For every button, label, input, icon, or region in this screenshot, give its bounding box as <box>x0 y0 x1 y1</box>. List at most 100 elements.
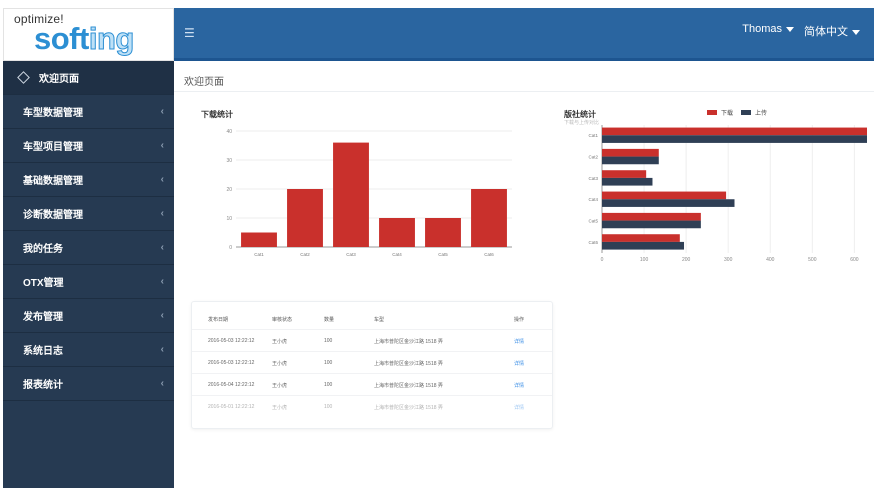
table-cell-qty: 100 <box>324 360 333 366</box>
table-cell-date: 2016-05-03 12:22:12 <box>208 360 255 366</box>
bar <box>602 170 647 178</box>
sidebar-item-label: 我的任务 <box>23 244 63 255</box>
bar <box>602 135 867 143</box>
publisher-chart-title: 版社统计 <box>564 110 596 119</box>
y-tick-label: Cat5 <box>588 219 598 224</box>
sidebar-item-label: 车型项目管理 <box>23 142 83 153</box>
bar <box>241 232 277 247</box>
sidebar-item-diagnostic-data[interactable]: 诊断数据管理 ‹ <box>3 197 174 231</box>
table-cell-address: 上海市普陀区金沙江路 1518 弄 <box>374 339 443 345</box>
table-row: 2016-05-01 12:22:12 王小虎 100 上海市普陀区金沙江路 1… <box>192 396 552 418</box>
user-name: Thomas <box>742 23 782 35</box>
table-header-cell: 车型 <box>374 317 385 323</box>
bar <box>287 189 323 247</box>
sidebar-item-vehicle-project[interactable]: 车型项目管理 ‹ <box>3 129 174 163</box>
y-tick-label: 0 <box>229 245 232 251</box>
y-tick-label: Cat6 <box>588 240 598 245</box>
bar <box>602 177 653 186</box>
app-window: optimize! softing ☰ Thomas 简体中文 欢迎页面 车型数… <box>3 8 874 488</box>
download-chart-title: 下载统计 <box>201 110 233 119</box>
bar <box>471 189 507 247</box>
table-cell-date: 2016-05-03 12:22:12 <box>208 338 255 344</box>
table-cell-address: 上海市普陀区金沙江路 1518 弄 <box>374 383 443 389</box>
table-header-cell: 数量 <box>324 317 335 323</box>
sidebar-item-vehicle-data[interactable]: 车型数据管理 ‹ <box>3 95 174 129</box>
logo[interactable]: optimize! softing <box>3 8 174 61</box>
chevron-left-icon: ‹ <box>160 174 164 185</box>
table-header-cell: 审核状态 <box>272 317 293 323</box>
publisher-chart-legend[interactable]: 下载 上传 <box>707 108 767 117</box>
sidebar-item-label: 欢迎页面 <box>39 74 79 85</box>
table-action-link[interactable]: 详情 <box>514 405 525 411</box>
bar <box>379 218 415 247</box>
sidebar-item-label: 基础数据管理 <box>23 176 83 187</box>
user-menu[interactable]: Thomas <box>742 23 794 35</box>
x-tick-label: Cat6 <box>484 252 494 257</box>
sidebar-item-reports[interactable]: 报表统计 ‹ <box>3 367 174 401</box>
chevron-left-icon: ‹ <box>160 378 164 389</box>
hamburger-icon[interactable]: ☰ <box>184 26 195 40</box>
breadcrumb: 欢迎页面 <box>184 77 224 88</box>
table-cell-qty: 100 <box>324 338 333 344</box>
chevron-left-icon: ‹ <box>160 106 164 117</box>
x-tick-label: Cat2 <box>300 252 310 257</box>
y-tick-label: 20 <box>226 187 232 193</box>
sidebar-item-my-tasks[interactable]: 我的任务 ‹ <box>3 231 174 265</box>
language-label: 简体中文 <box>804 26 848 38</box>
x-tick-label: 400 <box>766 257 775 263</box>
chevron-left-icon: ‹ <box>160 140 164 151</box>
top-navbar: ☰ Thomas 简体中文 <box>174 8 874 61</box>
table-cell-address: 上海市普陀区金沙江路 1518 弄 <box>374 405 443 411</box>
table-row: 2016-05-03 12:22:12 王小虎 100 上海市普陀区金沙江路 1… <box>192 330 552 352</box>
table-row: 2016-05-03 12:22:12 王小虎 100 上海市普陀区金沙江路 1… <box>192 352 552 374</box>
sidebar-item-release[interactable]: 发布管理 ‹ <box>3 299 174 333</box>
x-tick-label: 500 <box>808 257 817 263</box>
table-header: 发布日期 审核状态 数量 车型 操作 <box>192 308 552 330</box>
chevron-down-icon <box>852 29 860 35</box>
chevron-left-icon: ‹ <box>160 276 164 287</box>
sidebar-item-system-log[interactable]: 系统日志 ‹ <box>3 333 174 367</box>
table-cell-date: 2016-05-04 12:22:12 <box>208 382 255 388</box>
chevron-left-icon: ‹ <box>160 344 164 355</box>
table-action-link[interactable]: 详情 <box>514 361 525 367</box>
y-tick-label: 10 <box>226 216 232 222</box>
y-tick-label: Cat3 <box>588 176 598 181</box>
sidebar-item-welcome[interactable]: 欢迎页面 <box>3 61 174 95</box>
sidebar-item-label: OTX管理 <box>23 278 64 289</box>
table-cell-name: 王小虎 <box>272 383 288 389</box>
sidebar-item-label: 发布管理 <box>23 312 63 323</box>
table-header-cell: 发布日期 <box>208 317 229 323</box>
legend-swatch-upload <box>741 110 752 115</box>
x-tick-label: 100 <box>640 257 649 263</box>
table-row: 2016-05-04 12:22:12 王小虎 100 上海市普陀区金沙江路 1… <box>192 374 552 396</box>
sidebar-item-basic-data[interactable]: 基础数据管理 ‹ <box>3 163 174 197</box>
x-tick-label: 600 <box>850 257 859 263</box>
sidebar-item-label: 车型数据管理 <box>23 108 83 119</box>
table-cell-qty: 100 <box>324 382 333 388</box>
download-chart: 0 10 20 30 40 Cat1 Cat2 Cat3 Cat4 Cat5 Cat6 <box>226 129 512 257</box>
sidebar-item-label: 报表统计 <box>23 380 63 391</box>
bar <box>602 212 701 221</box>
x-tick-label: Cat3 <box>346 252 356 257</box>
y-tick-label: Cat2 <box>588 155 598 160</box>
logo-wordmark: softing <box>34 21 135 57</box>
table-cell-name: 王小虎 <box>272 405 288 411</box>
table-action-link[interactable]: 详情 <box>514 339 525 345</box>
table-header-cell: 操作 <box>514 317 525 323</box>
chevron-left-icon: ‹ <box>160 310 164 321</box>
y-tick-label: 40 <box>226 129 232 135</box>
table-action-link[interactable]: 详情 <box>514 383 525 389</box>
language-menu[interactable]: 简体中文 <box>804 23 860 39</box>
y-tick-label: Cat1 <box>588 133 598 138</box>
bar <box>333 142 369 247</box>
chevron-left-icon: ‹ <box>160 208 164 219</box>
x-tick-label: 200 <box>682 257 691 263</box>
table-cell-address: 上海市普陀区金沙江路 1518 弄 <box>374 361 443 367</box>
table-cell-date: 2016-05-01 12:22:12 <box>208 404 255 410</box>
publisher-chart: 0 100 200 300 400 500 600 Cat1 Cat2 Cat3 Cat4 Cat5 C… <box>588 125 867 263</box>
logo-wordmark-main: soft <box>34 21 89 56</box>
x-tick-label: Cat1 <box>254 252 264 257</box>
bar <box>602 241 685 250</box>
home-icon <box>17 71 30 84</box>
sidebar-item-otx[interactable]: OTX管理 ‹ <box>3 265 174 299</box>
